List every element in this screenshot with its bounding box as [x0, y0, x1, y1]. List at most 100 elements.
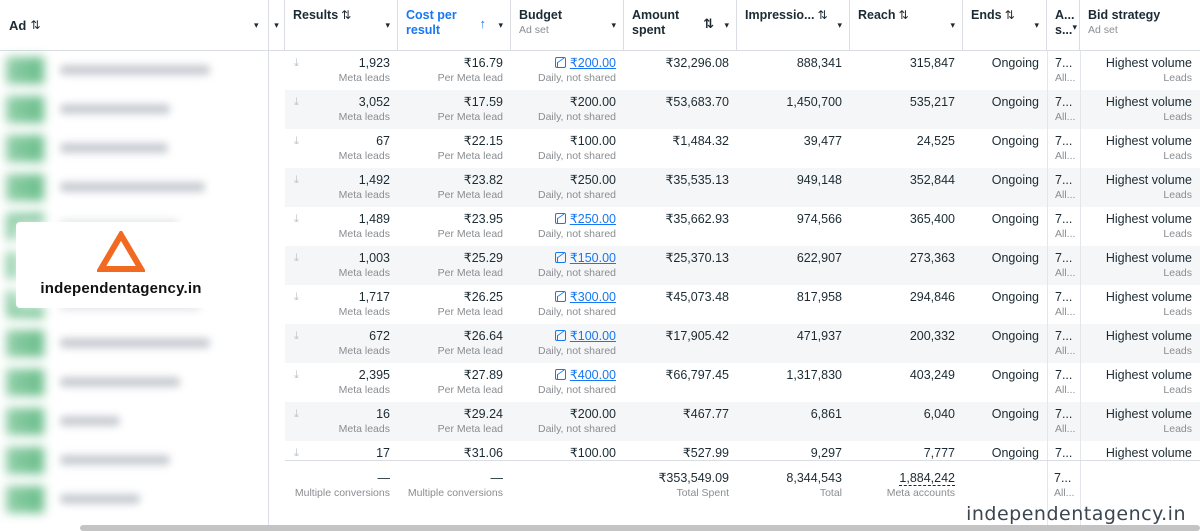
ad-name-blurred [60, 104, 170, 114]
table-row[interactable]: ⤓ 1,489 Meta leads ₹23.95 Per Meta lead ₹250.… [285, 207, 1200, 246]
download-icon[interactable]: ⤓ [294, 96, 299, 108]
chevron-down-icon[interactable]: ▾ [724, 20, 729, 30]
column-header-ad[interactable]: Ad ⇅ ▾ [0, 0, 268, 51]
download-icon[interactable]: ⤓ [294, 174, 299, 186]
cost-per-result-cell: ₹23.95 Per Meta lead [437, 212, 503, 240]
download-icon[interactable]: ⤓ [294, 330, 299, 342]
results-cell: 2,395 Meta leads [338, 368, 390, 396]
impressions-cell: 9,297 [810, 446, 842, 460]
column-header-sub: Ad set [1088, 24, 1118, 36]
results-cell: 1,492 Meta leads [338, 173, 390, 201]
chevron-down-icon[interactable]: ▾ [837, 20, 842, 30]
amount-spent-cell: ₹53,683.70 [665, 95, 729, 109]
download-icon[interactable]: ⤓ [294, 447, 299, 459]
column-header-bid-strategy[interactable]: Bid strategy Ad set [1080, 0, 1200, 51]
bid-strategy-cell: Highest volume Leads [1105, 173, 1192, 201]
download-icon[interactable]: ⤓ [294, 213, 299, 225]
ad-name-cell[interactable] [0, 324, 269, 363]
sort-icon[interactable]: ⇅ [703, 16, 714, 31]
budget-link[interactable]: ₹400.00 [569, 368, 616, 382]
column-header-attribution[interactable]: A... s... ▾ [1047, 0, 1080, 51]
trend-chart-icon[interactable] [554, 330, 566, 341]
table-row[interactable]: ⤓ 1,492 Meta leads ₹23.82 Per Meta lead ₹250.… [285, 168, 1200, 207]
sort-icon[interactable]: ⇅ [817, 8, 828, 22]
ad-name-cell[interactable] [0, 441, 269, 480]
total-reach[interactable]: 1,884,242 Meta accounts [886, 471, 955, 499]
column-header-ends[interactable]: Ends ⇅ ▾ [963, 0, 1047, 51]
budget-link[interactable]: ₹250.00 [569, 212, 616, 226]
chevron-down-icon[interactable]: ▾ [254, 19, 259, 30]
ad-name-cell[interactable] [0, 402, 269, 441]
ad-name-blurred [60, 377, 180, 387]
ad-name-cell[interactable] [0, 363, 269, 402]
amount-spent-cell: ₹66,797.45 [665, 368, 729, 382]
budget-cell: ₹300.00 Daily, not shared [537, 290, 616, 318]
ad-name-cell[interactable] [0, 129, 269, 168]
reach-cell: 6,040 [923, 407, 955, 421]
table-row[interactable]: ⤓ 672 Meta leads ₹26.64 Per Meta lead ₹100.00… [285, 324, 1200, 363]
ad-thumbnail [6, 57, 44, 84]
trend-chart-icon[interactable] [554, 291, 566, 302]
cost-per-result-cell: ₹29.24 Per Meta lead [437, 407, 503, 435]
table-row[interactable]: ⤓ 1,717 Meta leads ₹26.25 Per Meta lead ₹300.… [285, 285, 1200, 324]
sort-icon[interactable]: ⇅ [30, 18, 41, 32]
chevron-down-icon[interactable]: ▾ [385, 20, 390, 30]
trend-chart-icon[interactable] [554, 213, 566, 224]
trend-chart-icon[interactable] [554, 57, 566, 68]
column-header-reach[interactable]: Reach ⇅ ▾ [850, 0, 963, 51]
download-icon[interactable]: ⤓ [294, 252, 299, 264]
ad-name-cell[interactable] [0, 168, 269, 207]
ad-name-cell[interactable] [0, 51, 269, 90]
chevron-down-icon[interactable]: ▾ [950, 20, 955, 30]
ad-name-blurred [60, 182, 205, 192]
sort-ascending-icon[interactable]: ↑ [479, 16, 487, 31]
trend-chart-icon[interactable] [554, 252, 566, 263]
sort-icon[interactable]: ⇅ [898, 8, 909, 22]
table-row[interactable]: ⤓ 17 ₹31.06 ₹100.00 ₹527.99 9,297 7,777 Ongoing… [285, 441, 1200, 480]
ad-thumbnail [6, 330, 44, 357]
sort-icon[interactable]: ⇅ [1004, 8, 1015, 22]
column-header-budget[interactable]: Budget Ad set ▾ [511, 0, 624, 51]
download-icon[interactable]: ⤓ [294, 408, 299, 420]
column-header-amount-spent[interactable]: Amount spent ⇅ ▾ [624, 0, 737, 51]
download-icon[interactable]: ⤓ [294, 135, 299, 147]
column-toggle[interactable]: ▾ [269, 0, 285, 51]
ends-cell: Ongoing [991, 368, 1039, 382]
budget-cell: ₹200.00 Daily, not shared [537, 56, 616, 84]
table-row[interactable]: ⤓ 67 Meta leads ₹22.15 Per Meta lead ₹100.00 D… [285, 129, 1200, 168]
ad-name-cell[interactable] [0, 90, 269, 129]
table-row[interactable]: ⤓ 16 Meta leads ₹29.24 Per Meta lead ₹200.00 D… [285, 402, 1200, 441]
budget-link[interactable]: ₹150.00 [569, 251, 616, 265]
chevron-down-icon[interactable]: ▾ [1072, 22, 1077, 32]
download-icon[interactable]: ⤓ [294, 369, 299, 381]
chevron-down-icon[interactable]: ▾ [1034, 20, 1039, 30]
budget-cell: ₹200.00 Daily, not shared [537, 407, 616, 435]
budget-link[interactable]: ₹100.00 [569, 329, 616, 343]
budget-link[interactable]: ₹300.00 [569, 290, 616, 304]
chevron-down-icon[interactable]: ▾ [611, 20, 616, 30]
download-icon[interactable]: ⤓ [294, 291, 299, 303]
column-header-label: Cost per [406, 8, 457, 22]
column-header-label: Ends [971, 8, 1002, 22]
download-icon[interactable]: ⤓ [294, 57, 299, 69]
horizontal-scrollbar[interactable] [80, 525, 1200, 531]
sort-icon[interactable]: ⇅ [341, 8, 352, 22]
table-row[interactable]: ⤓ 3,052 Meta leads ₹17.59 Per Meta lead ₹200.… [285, 90, 1200, 129]
table-row[interactable]: ⤓ 1,923 Meta leads ₹16.79 Per Meta lead ₹200.… [285, 51, 1200, 90]
table-row[interactable]: ⤓ 2,395 Meta leads ₹27.89 Per Meta lead ₹400.… [285, 363, 1200, 402]
cost-per-result-cell: ₹26.64 Per Meta lead [437, 329, 503, 357]
trend-chart-icon[interactable] [554, 369, 566, 380]
total-impressions: 8,344,543 Total [786, 471, 842, 499]
column-header-results[interactable]: Results ⇅ ▾ [285, 0, 398, 51]
column-header-cost-per-result[interactable]: Cost per result ↑ ▾ [398, 0, 511, 51]
bid-strategy-cell: Highest volume Leads [1105, 407, 1192, 435]
ad-name-cell[interactable] [0, 480, 269, 519]
budget-link[interactable]: ₹200.00 [569, 56, 616, 70]
budget-cell: ₹200.00 Daily, not shared [537, 95, 616, 123]
logo-text: independentagency.in [40, 280, 202, 297]
table-row[interactable]: ⤓ 1,003 Meta leads ₹25.29 Per Meta lead ₹150.… [285, 246, 1200, 285]
budget-cell: ₹400.00 Daily, not shared [537, 368, 616, 396]
chevron-down-icon[interactable]: ▾ [498, 20, 503, 30]
column-header-impressions[interactable]: Impressio... ⇅ ▾ [737, 0, 850, 51]
